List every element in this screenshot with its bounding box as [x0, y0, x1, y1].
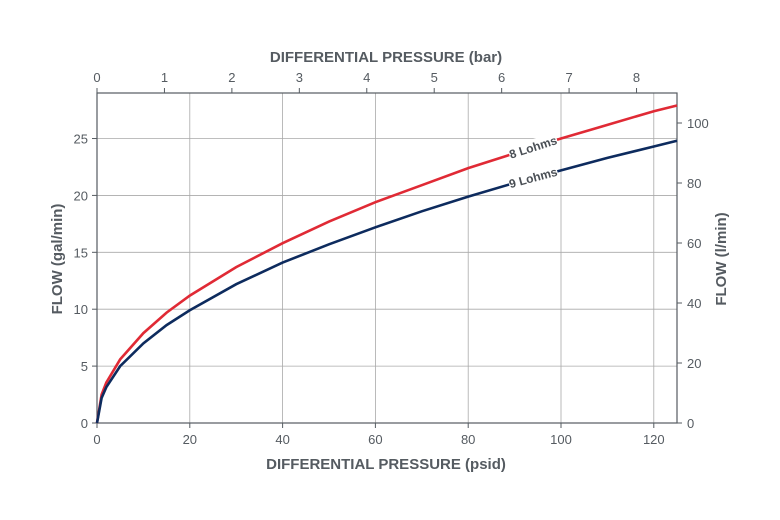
series-label-1: 8 Lohms [506, 132, 560, 163]
y-tick-label: 20 [74, 188, 88, 203]
x-axis-title: DIFFERENTIAL PRESSURE (psid) [266, 456, 506, 473]
y-tick-label: 5 [81, 359, 88, 374]
y-tick-label: 15 [74, 245, 88, 260]
x2-tick-label: 3 [296, 70, 303, 85]
x-tick-label: 40 [275, 432, 289, 447]
x2-tick-label: 0 [93, 70, 100, 85]
x2-tick-label: 7 [565, 70, 572, 85]
y2-tick-label: 40 [687, 296, 701, 311]
series-label-background [506, 132, 560, 163]
series-label-background [506, 163, 560, 193]
series-line-1 [95, 104, 678, 424]
y2-tick-label: 80 [687, 176, 701, 191]
y-axis-title: FLOW (gal/min) [49, 204, 66, 315]
x-tick-label: 20 [183, 432, 197, 447]
grid [97, 93, 677, 423]
x-tick-label: 60 [368, 432, 382, 447]
plot-frame [96, 92, 678, 424]
y2-tick-label: 20 [687, 356, 701, 371]
y2-axis-ticks: 0 20 40 60 80 100 [677, 116, 709, 431]
x2-tick-label: 8 [633, 70, 640, 85]
x2-axis-title: DIFFERENTIAL PRESSURE (bar) [270, 49, 502, 66]
x2-tick-label: 2 [228, 70, 235, 85]
x-tick-label: 80 [461, 432, 475, 447]
x2-axis-ticks: 0 1 2 3 4 5 6 7 8 [93, 70, 640, 93]
series-lines [95, 104, 678, 424]
x2-tick-label: 5 [431, 70, 438, 85]
y2-tick-label: 0 [687, 416, 694, 431]
y2-axis-title: FLOW (l/min) [713, 212, 730, 305]
y-tick-label: 0 [81, 416, 88, 431]
y2-tick-label: 60 [687, 236, 701, 251]
y2-tick-label: 100 [687, 116, 709, 131]
x2-tick-label: 6 [498, 70, 505, 85]
x2-tick-label: 1 [161, 70, 168, 85]
y-axis-ticks: 0 5 10 15 20 25 [74, 132, 97, 431]
y-tick-label: 10 [74, 302, 88, 317]
series-label-text: 9 Lohms [508, 165, 560, 191]
series-label-2: 9 Lohms [506, 163, 560, 193]
x-tick-label: 0 [93, 432, 100, 447]
series-labels: 8 Lohms 9 Lohms [506, 132, 560, 193]
series-label-text: 8 Lohms [508, 133, 560, 161]
y-tick-label: 25 [74, 132, 88, 147]
x-axis-ticks: 0 20 40 60 80 100 120 [93, 423, 665, 447]
series-line-2 [95, 139, 678, 424]
x-tick-label: 100 [550, 432, 572, 447]
x-tick-label: 120 [643, 432, 665, 447]
x2-tick-label: 4 [363, 70, 370, 85]
